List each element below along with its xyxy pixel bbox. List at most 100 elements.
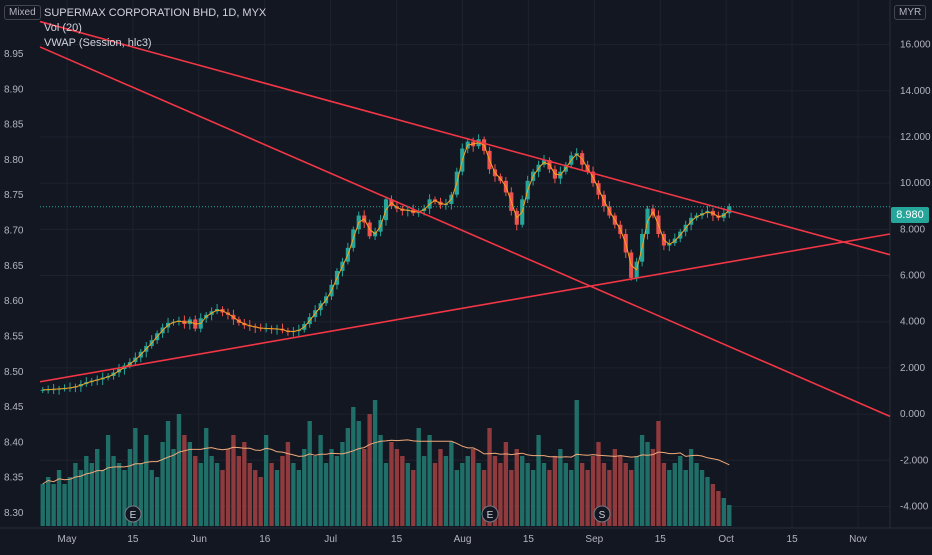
volume-bar	[634, 456, 639, 526]
volume-bar	[160, 442, 165, 526]
x-axis-tick-11: 15	[787, 534, 799, 545]
volume-bar	[503, 442, 509, 526]
volume-bar	[454, 470, 460, 526]
symbol-title[interactable]: SUPERMAX CORPORATION BHD, 1D, MYX	[44, 7, 267, 19]
x-axis-tick-2: Jun	[191, 534, 207, 545]
x-axis-tick-3: 16	[259, 534, 271, 545]
volume-bar	[547, 470, 552, 526]
volume-bar	[291, 463, 296, 526]
left-axis-tick-11: 8.40	[4, 437, 24, 448]
volume-bar	[465, 456, 470, 526]
left-axis-tick-0: 8.95	[4, 49, 24, 60]
event-marker-e[interactable]	[481, 505, 499, 523]
chart-mode-badge[interactable]: Mixed	[4, 5, 41, 20]
volume-bar	[601, 463, 607, 526]
volume-bar	[144, 435, 149, 526]
volume-bar	[312, 456, 318, 526]
volume-bar	[590, 456, 596, 526]
volume-bar	[122, 470, 127, 526]
volume-bar	[416, 428, 421, 526]
volume-bar	[127, 449, 133, 526]
volume-bar	[656, 421, 661, 526]
event-marker-label: S	[599, 510, 606, 521]
trendline-rising-support[interactable]	[39, 233, 891, 383]
right-axis-tick-2: 12.000	[900, 132, 931, 143]
volume-bar	[645, 442, 650, 526]
volume-bar	[509, 470, 514, 526]
volume-bar	[530, 470, 536, 526]
volume-bar	[536, 435, 541, 526]
volume-bar	[367, 414, 372, 526]
chart-legend: SUPERMAX CORPORATION BHD, 1D, MYX Vol (2…	[44, 6, 266, 51]
left-axis-tick-12: 8.35	[4, 473, 24, 484]
volume-bar	[716, 491, 721, 526]
volume-bar	[51, 484, 56, 526]
candle-body	[40, 389, 45, 391]
volume-bar	[154, 477, 160, 526]
volume-bar	[236, 456, 242, 526]
volume-bar	[378, 435, 383, 526]
right-axis-tick-8: 0.000	[900, 409, 925, 420]
volume-bar	[563, 463, 568, 526]
volume-bar	[552, 456, 558, 526]
trendline-lower-channel[interactable]	[39, 46, 891, 418]
volume-bar	[520, 456, 525, 526]
left-axis-tick-8: 8.55	[4, 331, 24, 342]
volume-bar	[443, 456, 449, 526]
vwap-line	[42, 142, 730, 391]
volume-bar	[661, 463, 667, 526]
right-axis-tick-9: -2.000	[900, 455, 929, 466]
event-marker-e[interactable]	[124, 505, 142, 523]
volume-bar	[541, 463, 547, 526]
x-axis-tick-5: 15	[391, 534, 403, 545]
left-axis-tick-5: 8.70	[4, 226, 24, 237]
volume-bar	[492, 456, 498, 526]
volume-bar	[449, 442, 454, 526]
right-axis-tick-5: 6.000	[900, 271, 925, 282]
volume-bar	[514, 449, 519, 526]
left-axis-tick-13: 8.30	[4, 508, 24, 519]
volume-bar	[372, 400, 378, 526]
left-axis-tick-10: 8.45	[4, 402, 24, 413]
volume-bar	[667, 470, 672, 526]
volume-bar	[40, 484, 45, 526]
volume-bar	[334, 456, 340, 526]
volume-bar	[623, 463, 628, 526]
volume-bar	[73, 463, 78, 526]
volume-bar	[411, 470, 416, 526]
indicator-volume[interactable]: Vol (20)	[44, 22, 82, 34]
volume-bar	[389, 442, 394, 526]
indicator-vwap[interactable]: VWAP (Session, hlc3)	[44, 37, 152, 49]
volume-bar	[340, 442, 345, 526]
volume-bar	[694, 463, 699, 526]
volume-bar	[639, 435, 645, 526]
right-axis-tick-7: 2.000	[900, 363, 925, 374]
right-axis-tick-10: -4.000	[900, 501, 929, 512]
volume-bar	[116, 463, 122, 526]
right-axis-tick-0: 16.000	[900, 40, 931, 51]
volume-bar	[432, 463, 438, 526]
x-axis-tick-4: Jul	[324, 534, 337, 545]
volume-bar	[574, 400, 579, 526]
volume-bar	[138, 463, 143, 526]
volume-bar	[498, 463, 503, 526]
volume-bar	[471, 449, 476, 526]
volume-bar	[165, 421, 171, 526]
trendline-upper-resistance[interactable]	[39, 20, 891, 256]
currency-badge[interactable]: MYR	[894, 5, 927, 20]
volume-bar	[204, 428, 209, 526]
volume-bar	[629, 470, 634, 526]
volume-bar	[171, 449, 176, 526]
volume-bar	[688, 449, 694, 526]
volume-bar	[476, 463, 481, 526]
volume-bar	[67, 477, 73, 526]
volume-bar	[193, 456, 198, 526]
event-marker-label: E	[130, 510, 137, 521]
volume-bar	[383, 463, 389, 526]
volume-bar	[242, 442, 247, 526]
x-axis-tick-9: 15	[655, 534, 667, 545]
event-marker-s[interactable]	[593, 505, 611, 523]
x-axis-tick-6: Aug	[454, 534, 472, 545]
